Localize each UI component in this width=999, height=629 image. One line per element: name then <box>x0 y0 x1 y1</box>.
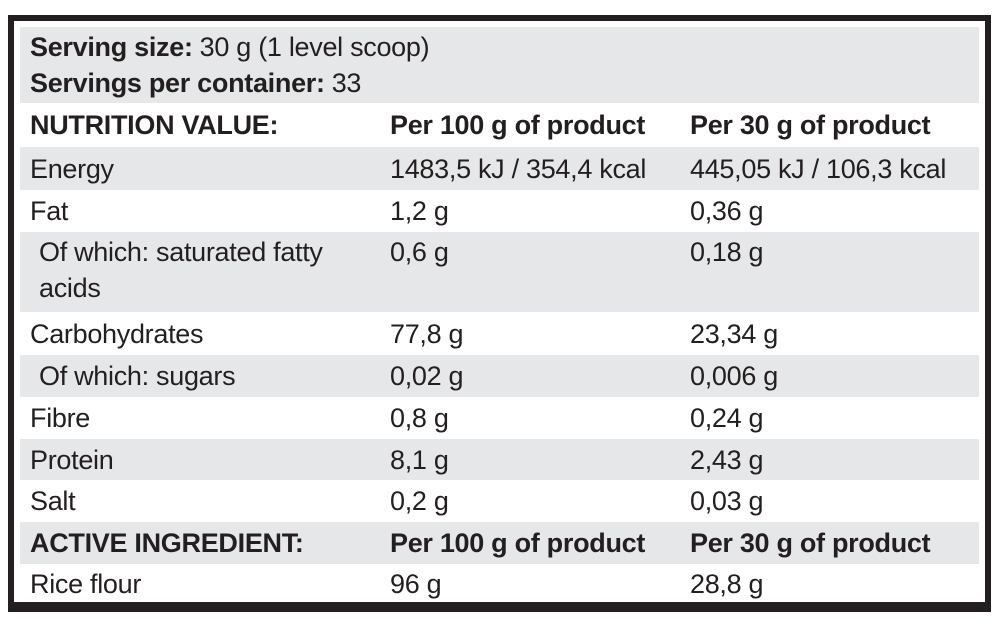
row-name: Fat <box>30 196 69 226</box>
row-per30: 0,24 g <box>690 403 764 433</box>
row-per100: 77,8 g <box>390 318 464 349</box>
row-per30: 23,34 g <box>690 318 778 349</box>
table-row-fat: Fat 1,2 g 0,36 g <box>20 190 979 232</box>
row-name: Protein <box>30 444 114 475</box>
serving-size-label: Serving size: <box>30 32 193 62</box>
nutrition-label-rows: Serving size: 30 g (1 level scoop) Servin… <box>20 27 979 604</box>
active-header-title: ACTIVE INGREDIENT: <box>30 528 304 558</box>
row-per30: 28,8 g <box>690 569 764 599</box>
table-row-protein: Protein 8,1 g 2,43 g <box>20 439 979 480</box>
row-name: Carbohydrates <box>30 318 204 349</box>
serving-info-block: Serving size: 30 g (1 level scoop) Servin… <box>20 27 979 103</box>
row-per30: 0,006 g <box>690 361 778 391</box>
row-per100: 0,8 g <box>390 403 449 433</box>
serving-size-value: 30 g (1 level scoop) <box>199 32 430 62</box>
row-name: Fibre <box>30 403 91 433</box>
row-name: Energy <box>30 153 114 184</box>
active-header-per30: Per 30 g of product <box>690 528 931 558</box>
row-per30: 0,18 g <box>690 237 764 267</box>
nutrition-header-per30: Per 30 g of product <box>690 110 931 140</box>
row-name: Rice flour <box>30 569 142 599</box>
row-per30: 0,36 g <box>690 196 764 226</box>
serving-size-line: Serving size: 30 g (1 level scoop) <box>30 29 979 65</box>
servings-per-container-value: 33 <box>331 68 362 98</box>
row-per100: 0,2 g <box>390 486 449 516</box>
table-row-rice-flour: Rice flour 96 g 28,8 g <box>20 564 979 604</box>
table-row-salt: Salt 0,2 g 0,03 g <box>20 480 979 522</box>
row-per100: 1,2 g <box>390 196 449 226</box>
nutrition-header-per100: Per 100 g of product <box>390 110 646 140</box>
table-row-energy: Energy 1483,5 kJ / 354,4 kcal 445,05 kJ … <box>20 147 979 190</box>
row-per30: 445,05 kJ / 106,3 kcal <box>690 153 947 184</box>
row-per100: 96 g <box>390 569 442 599</box>
row-name: Salt <box>30 486 76 516</box>
row-per100: 1483,5 kJ / 354,4 kcal <box>390 153 647 184</box>
nutrition-header-title: NUTRITION VALUE: <box>30 110 279 140</box>
table-row-carbohydrates: Carbohydrates 77,8 g 23,34 g <box>20 312 979 355</box>
row-per30: 0,03 g <box>690 486 764 516</box>
nutrition-label-frame: Serving size: 30 g (1 level scoop) Servin… <box>8 15 991 612</box>
active-ingredient-header-row: ACTIVE INGREDIENT: Per 100 g of product … <box>20 522 979 564</box>
active-header-per100: Per 100 g of product <box>390 528 646 558</box>
row-per100: 8,1 g <box>390 444 449 475</box>
servings-per-container-line: Servings per container: 33 <box>30 65 979 101</box>
table-row-sugars: Of which: sugars 0,02 g 0,006 g <box>20 355 979 397</box>
nutrition-table-header-row: NUTRITION VALUE: Per 100 g of product Pe… <box>20 103 979 147</box>
table-row-fibre: Fibre 0,8 g 0,24 g <box>20 397 979 439</box>
row-per100: 0,6 g <box>390 237 449 267</box>
table-row-saturated-fatty-acids: Of which: saturated fatty acids 0,6 g 0,… <box>20 232 979 312</box>
servings-per-container-label: Servings per container: <box>30 68 325 98</box>
row-name: Of which: sugars <box>39 361 236 391</box>
row-per100: 0,02 g <box>390 361 464 391</box>
row-name: Of which: saturated fatty acids <box>39 237 323 303</box>
row-per30: 2,43 g <box>690 444 764 475</box>
